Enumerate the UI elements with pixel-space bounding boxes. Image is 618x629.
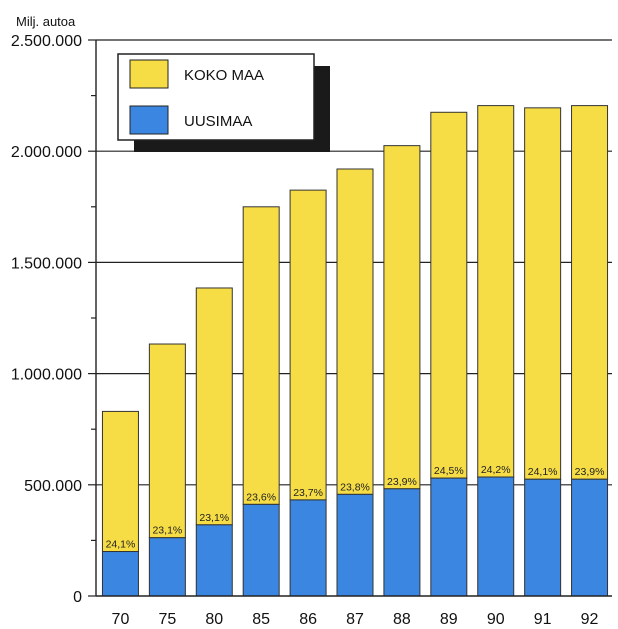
x-tick-label-85: 85 <box>252 611 270 628</box>
x-tick-label-89: 89 <box>440 611 458 628</box>
x-tick-label-91: 91 <box>534 611 552 628</box>
x-tick-label-88: 88 <box>393 611 411 628</box>
x-tick-labels: 70 75 80 85 86 87 88 89 90 91 92 <box>112 611 599 628</box>
percent-label-70: 24,1% <box>106 539 136 551</box>
bar-koko-maa-85 <box>242 206 280 505</box>
axes <box>88 39 612 597</box>
y-tick-label-2: 1.000.000 <box>11 367 82 384</box>
percent-label-87: 23,8% <box>340 481 370 493</box>
bar-koko-maa-87 <box>336 168 374 495</box>
percent-label-86: 23,7% <box>293 487 323 499</box>
y-tick-label-0: 0 <box>73 589 82 606</box>
legend-swatch-koko-maa <box>129 59 169 89</box>
x-tick-label-87: 87 <box>346 611 364 628</box>
x-tick-label-80: 80 <box>205 611 223 628</box>
x-tick-label-90: 90 <box>487 611 505 628</box>
percent-label-89: 24,5% <box>434 465 464 477</box>
percent-label-85: 23,6% <box>246 491 276 503</box>
bar-koko-maa-80 <box>195 287 233 526</box>
percent-label-92: 23,9% <box>575 466 605 478</box>
x-tick-label-92: 92 <box>581 611 599 628</box>
bar-uusimaa-70 <box>101 551 139 597</box>
legend: KOKO MAA UUSIMAA <box>117 53 330 152</box>
bar-koko-maa-92 <box>571 105 609 480</box>
legend-label-koko-maa: KOKO MAA <box>184 67 264 84</box>
bar-koko-maa-90 <box>477 105 515 478</box>
bar-uusimaa-85 <box>242 503 280 597</box>
bar-uusimaa-90 <box>477 476 515 597</box>
y-tick-label-1: 500.000 <box>24 478 82 495</box>
percent-labels: 24,1% 23,1% 23,1% 23,6% 23,7% 23,8% 23,9% 24,5%… <box>106 464 605 551</box>
bar-koko-maa-91 <box>524 107 562 480</box>
legend-swatch-uusimaa <box>129 105 169 135</box>
percent-label-80: 23,1% <box>199 512 229 524</box>
bar-uusimaa-75 <box>148 537 186 597</box>
bar-uusimaa-91 <box>524 478 562 597</box>
bar-uusimaa-86 <box>289 499 327 597</box>
legend-label-uusimaa: UUSIMAA <box>184 113 252 130</box>
bar-uusimaa-92 <box>571 478 609 597</box>
y-tick-label-5: 2.500.000 <box>11 33 82 50</box>
bar-koko-maa-89 <box>430 111 468 479</box>
y-tick-labels: 0 500.000 1.000.000 1.500.000 2.000.000 2.500… <box>11 33 82 606</box>
y-tick-label-3: 1.500.000 <box>11 255 82 272</box>
bar-uusimaa-88 <box>383 488 421 597</box>
bar-uusimaa-80 <box>195 524 233 597</box>
y-axis-unit-label: Milj. autoa <box>16 14 76 29</box>
percent-label-75: 23,1% <box>152 525 182 537</box>
bar-koko-maa-86 <box>289 189 327 501</box>
x-tick-label-70: 70 <box>112 611 130 628</box>
bar-koko-maa-88 <box>383 145 421 490</box>
x-tick-label-86: 86 <box>299 611 317 628</box>
bar-uusimaa-87 <box>336 493 374 597</box>
bar-uusimaa-89 <box>430 477 468 597</box>
bar-koko-maa-70 <box>101 410 139 553</box>
percent-label-88: 23,9% <box>387 476 417 488</box>
percent-label-91: 24,1% <box>528 466 558 478</box>
percent-label-90: 24,2% <box>481 464 511 476</box>
y-tick-label-4: 2.000.000 <box>11 144 82 161</box>
bars <box>101 105 609 597</box>
x-tick-label-75: 75 <box>158 611 176 628</box>
bar-koko-maa-75 <box>148 343 186 539</box>
